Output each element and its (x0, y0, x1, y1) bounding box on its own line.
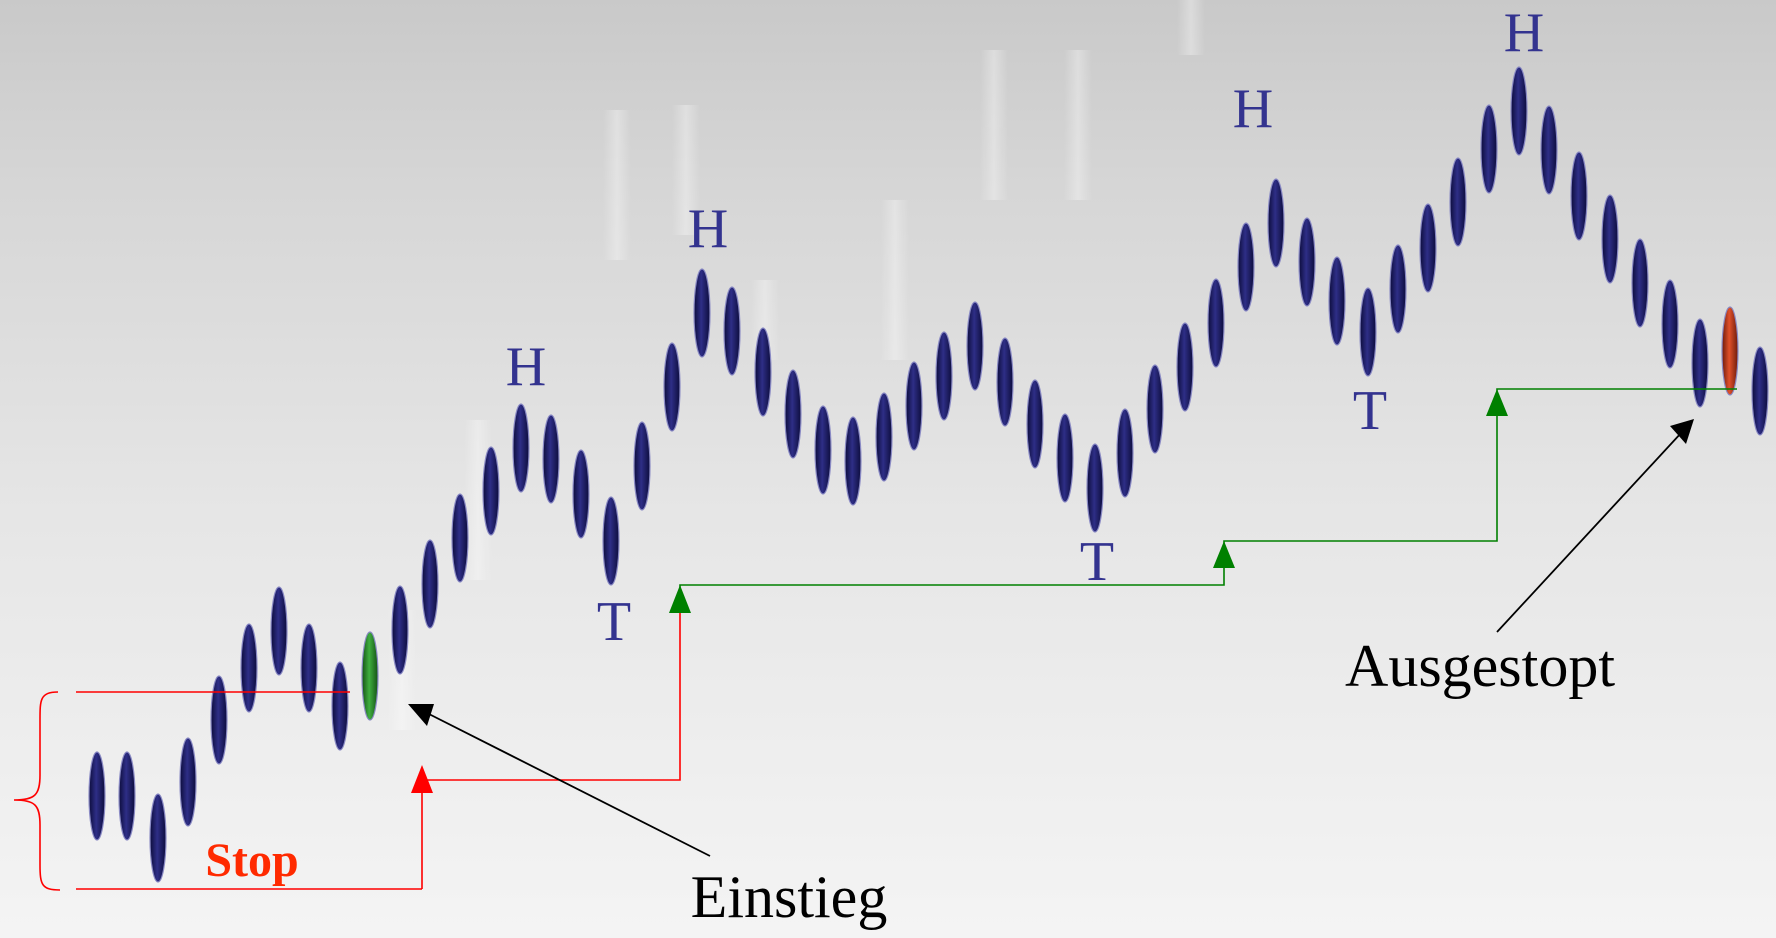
price-bar (996, 337, 1014, 427)
high-label-1: H (506, 336, 546, 398)
background-candle (1064, 50, 1092, 200)
price-bar (542, 414, 560, 504)
price-bar (391, 585, 409, 675)
price-bar (88, 751, 106, 841)
price-bar (1146, 364, 1164, 454)
price-bar (784, 369, 802, 459)
price-bar (1480, 104, 1498, 194)
triangle-up-icon (669, 585, 691, 613)
price-bar (966, 301, 984, 391)
price-bar (1086, 443, 1104, 533)
entry-label: Einstieg (691, 864, 888, 930)
low-label-3: T (1353, 380, 1387, 442)
entry-bar (361, 631, 379, 721)
stopped-out-label: Ausgestopt (1345, 633, 1615, 699)
price-bar (1056, 413, 1074, 503)
price-bar (421, 539, 439, 629)
price-bar (1449, 157, 1467, 247)
price-bar (875, 392, 893, 482)
background-candle (1177, 0, 1205, 55)
price-bar (1359, 287, 1377, 377)
price-bar (1601, 194, 1619, 284)
price-bar (451, 493, 469, 583)
price-bar (118, 751, 136, 841)
price-bar (754, 327, 772, 417)
price-bar (1116, 408, 1134, 498)
price-bar (663, 342, 681, 432)
price-bar (1510, 66, 1528, 156)
price-bar (572, 449, 590, 539)
arrow-head-icon (1670, 419, 1694, 444)
swing-labels: H H H H T T T (506, 2, 1544, 653)
price-bar (1540, 105, 1558, 195)
price-bar (1207, 278, 1225, 368)
price-bar (1389, 244, 1407, 334)
low-label-1: T (597, 591, 631, 653)
stopped-out-arrow (1496, 419, 1694, 633)
arrow-head-icon (408, 704, 434, 726)
price-bar (1237, 222, 1255, 312)
price-bar (693, 268, 711, 358)
initial-stop-line (411, 598, 681, 889)
background-candles (388, 0, 1205, 730)
background-candle (881, 200, 909, 360)
price-bar (482, 446, 500, 536)
price-bar (723, 286, 741, 376)
price-bar (210, 675, 228, 765)
price-bar (814, 405, 832, 495)
price-bar (270, 586, 288, 676)
price-bar (1570, 151, 1588, 241)
price-bar (1419, 203, 1437, 293)
price-bar (633, 421, 651, 511)
price-bar (1328, 256, 1346, 346)
price-bar (331, 661, 349, 751)
stop-range-bracket (13, 691, 422, 891)
price-bars (88, 66, 1769, 883)
stop-label: Stop (205, 834, 298, 887)
price-bar (1661, 279, 1679, 369)
price-bar (240, 623, 258, 713)
triangle-up-icon (1213, 541, 1235, 568)
background-candle (672, 105, 700, 235)
background-candle (603, 110, 631, 260)
price-bar (1026, 379, 1044, 469)
price-bar (512, 403, 530, 493)
price-bar (1176, 322, 1194, 412)
price-bar (1631, 238, 1649, 328)
price-bar (905, 361, 923, 451)
price-bar (1751, 346, 1769, 436)
price-bar (1298, 217, 1316, 307)
entry-arrow (408, 704, 711, 857)
price-bar (844, 416, 862, 506)
price-bar (1267, 178, 1285, 268)
price-bar (300, 623, 318, 713)
price-bar (602, 496, 620, 586)
trailing-stop-line (669, 388, 1737, 613)
low-label-2: T (1080, 531, 1114, 593)
price-bar (149, 793, 167, 883)
high-label-3: H (1233, 78, 1273, 140)
high-label-4: H (1504, 2, 1544, 64)
triangle-up-icon (411, 765, 433, 793)
triangle-up-icon (1486, 389, 1508, 416)
price-bar (935, 331, 953, 421)
price-bar (1691, 318, 1709, 408)
high-label-2: H (688, 198, 728, 260)
background-candle (980, 50, 1008, 200)
price-bar (179, 737, 197, 827)
exit-bar (1721, 306, 1739, 396)
